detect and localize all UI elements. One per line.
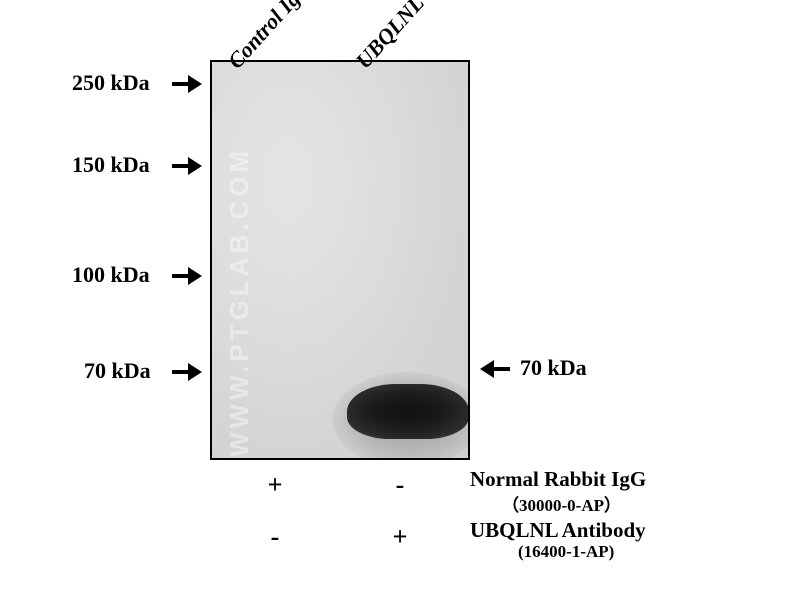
ab-label-row1: Normal Rabbit IgG xyxy=(470,467,646,492)
mw-label-70: 70 kDa xyxy=(84,358,151,384)
mw-arrow-100 xyxy=(172,267,202,285)
mw-arrow-150 xyxy=(172,157,202,175)
ab-catalog-row1: （30000-0-AP） xyxy=(502,491,621,516)
pm-row1-lane2: - xyxy=(385,470,415,500)
pm-row2-lane2: + xyxy=(385,522,415,552)
western-blot-membrane: WWW.PTGLAB.COM xyxy=(210,60,470,460)
mw-label-100: 100 kDa xyxy=(72,262,150,288)
pm-row1-lane1: + xyxy=(260,470,290,500)
mw-arrow-70 xyxy=(172,363,202,381)
band-arrow xyxy=(480,360,510,378)
mw-arrow-250 xyxy=(172,75,202,93)
figure-container: WWW.PTGLAB.COM Control IgG UBQLNL 250 kD… xyxy=(0,0,800,600)
ab-label-row2: UBQLNL Antibody xyxy=(470,518,646,543)
watermark-text: WWW.PTGLAB.COM xyxy=(224,147,255,457)
pm-row2-lane1: - xyxy=(260,522,290,552)
mw-label-250: 250 kDa xyxy=(72,70,150,96)
ab-catalog-row2: (16400-1-AP) xyxy=(518,542,614,562)
protein-band xyxy=(347,384,469,439)
mw-label-150: 150 kDa xyxy=(72,152,150,178)
band-label: 70 kDa xyxy=(520,355,587,381)
